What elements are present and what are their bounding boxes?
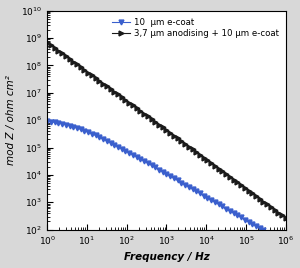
10  μm e-coat	[116, 145, 120, 148]
10  μm e-coat	[250, 222, 254, 226]
3,7 μm anodising + 10 μm e-coat	[250, 192, 254, 195]
Line: 3,7 μm anodising + 10 μm e-coat: 3,7 μm anodising + 10 μm e-coat	[45, 40, 288, 220]
X-axis label: Frequency / Hz: Frequency / Hz	[124, 252, 209, 262]
10  μm e-coat	[284, 242, 288, 245]
10  μm e-coat	[168, 174, 172, 178]
Legend: 10  μm e-coat, 3,7 μm anodising + 10 μm e-coat: 10 μm e-coat, 3,7 μm anodising + 10 μm e…	[109, 15, 281, 41]
3,7 μm anodising + 10 μm e-coat	[277, 211, 280, 214]
10  μm e-coat	[101, 137, 105, 141]
Line: 10  μm e-coat: 10 μm e-coat	[45, 119, 288, 246]
3,7 μm anodising + 10 μm e-coat	[168, 131, 172, 135]
3,7 μm anodising + 10 μm e-coat	[116, 93, 120, 96]
3,7 μm anodising + 10 μm e-coat	[45, 41, 49, 44]
3,7 μm anodising + 10 μm e-coat	[101, 82, 105, 85]
10  μm e-coat	[45, 120, 49, 123]
10  μm e-coat	[146, 162, 150, 165]
Y-axis label: mod Z / ohm cm²: mod Z / ohm cm²	[6, 75, 16, 165]
3,7 μm anodising + 10 μm e-coat	[284, 216, 288, 219]
10  μm e-coat	[277, 238, 280, 241]
3,7 μm anodising + 10 μm e-coat	[146, 115, 150, 118]
